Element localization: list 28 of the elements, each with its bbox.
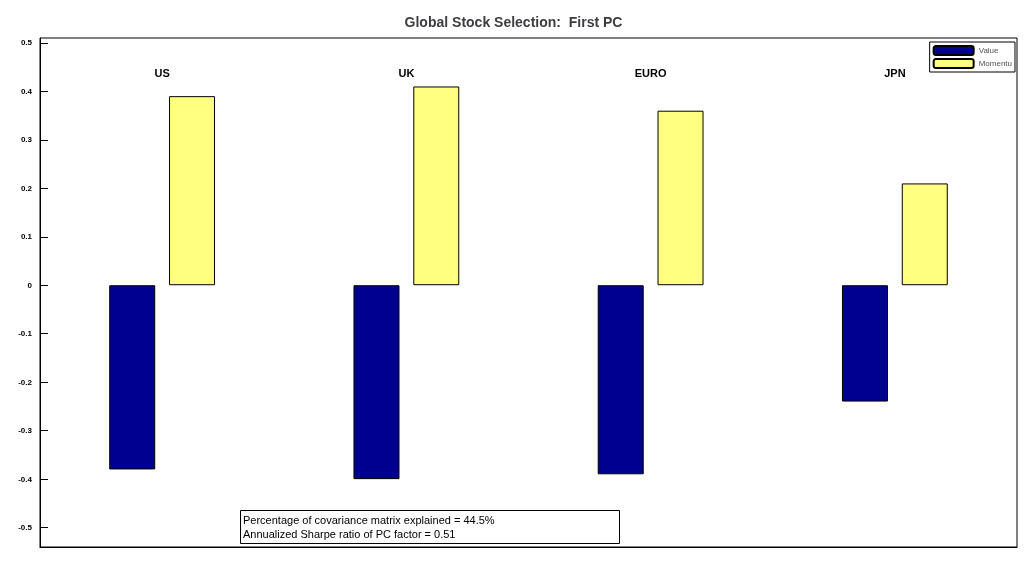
- x-tick-label: EURO: [634, 66, 667, 79]
- y-tick-label: -0.4: [18, 474, 33, 484]
- y-tick-label: 0.2: [20, 183, 33, 193]
- y-tick-label: 0.1: [20, 232, 33, 242]
- bar: [901, 183, 948, 286]
- legend-label: Value: [978, 46, 1000, 55]
- annotation: Percentage of covariance matrix explained = 44.5%: [243, 514, 495, 526]
- x-tick-label: JPN: [884, 66, 906, 79]
- x-tick-label: UK: [398, 66, 415, 79]
- bar: [413, 86, 460, 286]
- y-tick-label: -0.1: [18, 329, 33, 339]
- y-tick-label: -0.2: [18, 377, 33, 387]
- x-tick-label: US: [154, 66, 170, 79]
- y-tick-label: -0.5: [18, 523, 33, 533]
- bar: [841, 285, 888, 402]
- chart-title: Global Stock Selection: First PC: [404, 14, 623, 30]
- y-tick-label: 0.3: [20, 135, 33, 145]
- bar: [353, 285, 400, 480]
- annotation: Annualized Sharpe ratio of PC factor = 0.51: [243, 528, 456, 540]
- y-tick-label: -0.3: [18, 426, 33, 436]
- bar: [657, 110, 704, 286]
- y-tick-label: 0.4: [20, 86, 33, 96]
- legend-label: Momentu: [978, 59, 1013, 68]
- y-tick-label: 0.5: [20, 38, 33, 48]
- y-tick-label: 0: [27, 280, 33, 290]
- bar: [169, 96, 216, 286]
- bar: [109, 285, 156, 470]
- bar: [597, 285, 644, 475]
